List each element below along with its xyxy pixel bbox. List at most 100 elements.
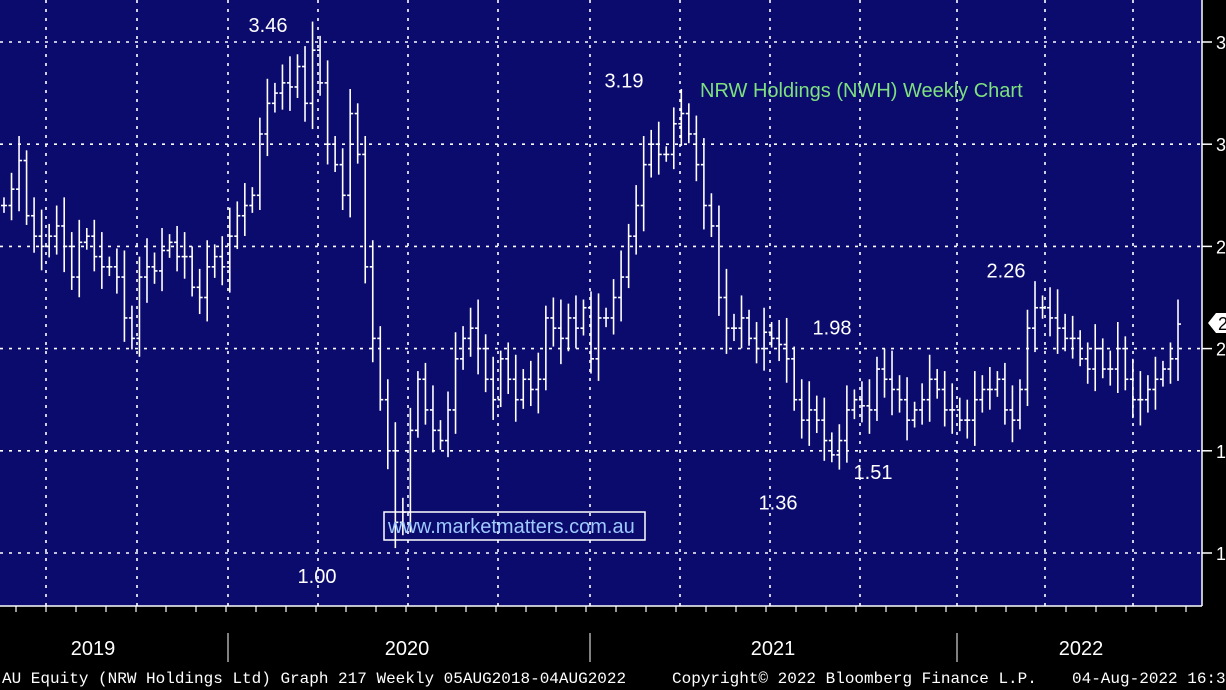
ohlc-bar [31, 197, 38, 253]
ohlc-bar [1167, 342, 1174, 384]
ohlc-bar [798, 379, 805, 439]
footer-timestamp: 04-Aug-2022 16:3 [1072, 670, 1226, 688]
ohlc-bar [490, 356, 497, 420]
right-axis-label: 2 [1216, 237, 1226, 257]
ohlc-bar [723, 268, 730, 354]
ohlc-bar [53, 205, 60, 255]
ohlc-bar [971, 371, 978, 446]
ohlc-bar [1152, 356, 1159, 410]
ohlc-bar [23, 150, 30, 225]
ohlc-bar [286, 56, 293, 111]
ohlc-bar [693, 115, 700, 182]
ohlc-bar [369, 240, 376, 363]
ohlc-bar [143, 238, 150, 303]
ohlc-bar [678, 89, 685, 146]
ohlc-bar [828, 432, 835, 463]
ohlc-bar [1175, 299, 1181, 381]
ohlc-bar [603, 307, 610, 328]
ohlc-bar [121, 250, 128, 342]
ohlc-bar [1047, 287, 1054, 337]
gridlines [0, 0, 1202, 606]
ohlc-bar [1062, 313, 1069, 352]
ohlc-bar [482, 334, 489, 393]
ohlc-bar [8, 172, 15, 221]
price-annotation: 1.98 [813, 318, 852, 340]
x-axis-ticks [15, 606, 1187, 612]
ohlc-bar [1122, 336, 1129, 391]
last-price-badge-text: 2 [1218, 314, 1226, 334]
chart-title: NRW Holdings (NWH) Weekly Chart [700, 80, 1023, 102]
ohlc-bar [1032, 281, 1039, 353]
ohlc-bar [753, 322, 760, 364]
price-annotation: 3.46 [249, 15, 288, 37]
ohlc-bar [866, 379, 873, 434]
ohlc-bar [873, 356, 880, 421]
ohlc-bar [881, 348, 888, 398]
ohlc-bar [1024, 309, 1031, 407]
ohlc-bar [889, 350, 896, 416]
ohlc-bar [1084, 342, 1091, 384]
ohlc-bar [166, 234, 173, 258]
last-price-marker: 2 [1208, 313, 1226, 334]
x-label-2019: 2019 [71, 638, 116, 660]
ohlc-bar [475, 299, 482, 375]
ohlc-bar [1, 197, 7, 213]
ohlc-bar [256, 117, 263, 211]
ohlc-bar [1107, 350, 1114, 386]
ohlc-bar [377, 326, 384, 411]
x-label-2021: 2021 [751, 638, 796, 660]
ohlc-bar [738, 295, 745, 349]
ohlc-bar [708, 193, 715, 237]
right-axis-label: 3 [1216, 33, 1226, 53]
ohlc-bar [527, 360, 534, 407]
ohlc-bar [685, 103, 692, 144]
ohlc-bar [339, 148, 346, 211]
ohlc-bar [302, 46, 309, 122]
last-price-badge [1208, 313, 1226, 333]
ohlc-bar [565, 303, 572, 352]
ohlc-bar [1001, 362, 1008, 425]
ohlc-bar [806, 381, 813, 446]
price-annotation: 1.00 [298, 566, 337, 588]
ohlc-bar [324, 60, 331, 165]
ohlc-bar [595, 293, 602, 381]
ohlc-bar [460, 326, 467, 370]
ohlc-bar [174, 225, 181, 272]
ohlc-bar [181, 232, 188, 279]
ohlc-bar [542, 305, 549, 391]
ohlc-bar [625, 223, 632, 289]
footer-copyright: Copyright© 2022 Bloomberg Finance L.P. [672, 670, 1037, 688]
ohlc-bar [294, 54, 301, 99]
price-annotation: 2.26 [987, 260, 1026, 282]
ohlc-bar [219, 236, 226, 286]
ohlc-bar [1129, 358, 1136, 419]
ohlc-bar [851, 389, 858, 420]
ohlc-bar [362, 136, 369, 284]
right-axis-label: 1 [1216, 442, 1226, 462]
watermark-url[interactable]: www.marketmatters.com.au [387, 516, 635, 538]
ohlc-bar [279, 64, 286, 110]
watermark-box [383, 511, 646, 541]
ohlc-bar [159, 228, 166, 292]
ohlc-bar [768, 322, 775, 348]
ohlc-bar [964, 399, 971, 439]
ohlc-bar [858, 381, 865, 423]
ohlc-bar [422, 362, 429, 425]
price-annotation: 3.19 [605, 70, 644, 92]
ohlc-bar [648, 129, 655, 178]
ohlc-bar [640, 136, 647, 232]
ohlc-bar [226, 207, 233, 293]
price-annotation: 1.36 [759, 492, 798, 514]
ohlc-bar [1159, 360, 1166, 387]
ohlc-bar [535, 352, 542, 414]
right-axis-label: 3 [1216, 135, 1226, 155]
ohlc-bar [700, 138, 707, 230]
ohlc-bar [979, 375, 986, 413]
ohlc-bar [557, 299, 564, 365]
ohlc-bar [761, 307, 768, 371]
ohlc-bar [1144, 375, 1151, 413]
ohlc-bar [836, 424, 843, 470]
price-bars [1, 21, 1181, 549]
ohlc-bar [1009, 385, 1016, 443]
